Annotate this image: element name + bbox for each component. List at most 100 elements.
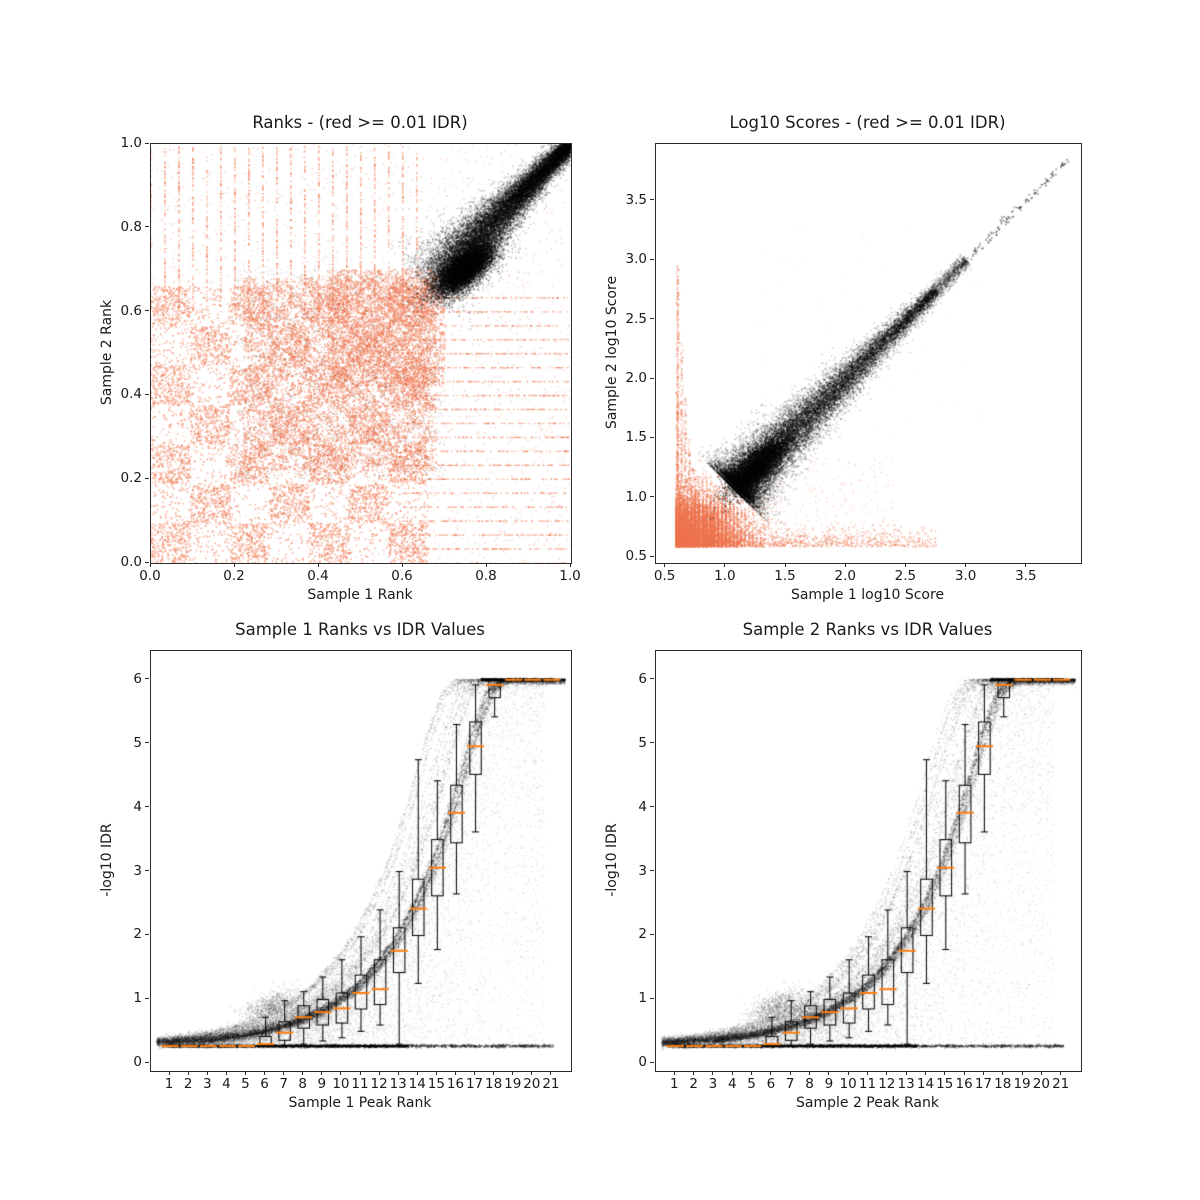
y-tick-mark (650, 678, 654, 680)
x-tick-label: 18 (994, 1076, 1012, 1092)
x-tick-label: 20 (523, 1076, 541, 1092)
x-tick-mark (751, 1071, 753, 1075)
y-tick-mark (650, 742, 654, 744)
x-tick-label: 0.2 (223, 568, 245, 584)
x-tick-mark (867, 1071, 868, 1075)
axes-frame-sample2-idr (655, 650, 1082, 1072)
y-axis-label-sample2-rank: Sample 2 Rank (99, 299, 115, 406)
x-tick-mark (1040, 1071, 1042, 1075)
x-tick-label: 21 (542, 1076, 560, 1092)
y-tick-label: 1.5 (625, 429, 647, 446)
y-tick-label: 4 (133, 798, 142, 815)
y-tick-label: 2.0 (625, 370, 647, 387)
y-tick-mark (650, 555, 654, 557)
x-tick-label: 1 (164, 1076, 174, 1092)
y-tick-label: 1.0 (625, 488, 647, 505)
x-tick-label: 6 (766, 1076, 776, 1092)
y-tick-mark (145, 393, 149, 395)
x-tick-label: 2 (689, 1076, 698, 1092)
y-tick-label: 0.8 (120, 218, 142, 235)
x-tick-label: 15 (427, 1076, 445, 1092)
x-tick-mark (233, 563, 235, 567)
x-tick-label: 1 (670, 1076, 679, 1092)
x-tick-label: 7 (785, 1076, 795, 1092)
x-tick-mark (731, 1071, 733, 1075)
y-tick-mark (145, 142, 149, 144)
x-tick-label: 1.0 (559, 568, 581, 584)
y-tick-mark (145, 806, 149, 808)
y-tick-label: 0.6 (120, 302, 142, 319)
x-tick-mark (401, 563, 403, 567)
x-tick-mark (693, 1071, 695, 1075)
x-tick-mark (264, 1071, 266, 1075)
x-tick-mark (724, 563, 726, 567)
y-tick-label: 3.0 (625, 251, 647, 268)
y-tick-mark (650, 496, 654, 498)
x-tick-label: 5 (241, 1076, 250, 1092)
x-tick-mark (982, 1071, 984, 1075)
x-tick-mark (924, 1071, 926, 1075)
x-tick-label: 13 (389, 1076, 407, 1092)
x-tick-label: 16 (955, 1076, 973, 1092)
y-tick-label: 5 (638, 734, 647, 751)
scatter-canvas-log10-scores (656, 144, 1081, 563)
x-tick-label: 7 (279, 1076, 288, 1092)
scatter-canvas-sample2-idr (656, 651, 1081, 1071)
x-tick-mark (1021, 1071, 1023, 1075)
plot-title-ranks: Ranks - (red >= 0.01 IDR) (252, 113, 468, 132)
x-tick-label: 12 (878, 1076, 896, 1092)
x-tick-mark (283, 1071, 285, 1075)
y-tick-mark (145, 561, 149, 563)
y-tick-label: 0.4 (120, 386, 142, 403)
y-tick-mark (145, 477, 149, 479)
x-tick-mark (789, 1071, 791, 1075)
x-tick-mark (149, 563, 151, 567)
x-tick-label: 3.0 (954, 568, 977, 584)
x-tick-mark (317, 563, 319, 567)
x-tick-mark (416, 1071, 418, 1075)
x-tick-mark (168, 1071, 170, 1075)
x-tick-mark (206, 1071, 208, 1075)
x-tick-mark (225, 1071, 227, 1075)
y-tick-mark (650, 377, 654, 379)
x-tick-label: 12 (370, 1076, 388, 1092)
y-tick-mark (145, 742, 149, 744)
x-tick-mark (1060, 1071, 1062, 1075)
y-tick-mark (145, 226, 149, 228)
plot-title-sample2-idr: Sample 2 Ranks vs IDR Values (742, 620, 993, 639)
x-tick-label: 1.5 (774, 568, 796, 584)
y-axis-label-neglog10-idr-right: -log10 IDR (604, 823, 620, 897)
x-tick-mark (550, 1071, 552, 1075)
x-tick-mark (493, 1071, 495, 1075)
y-tick-label: 1 (638, 990, 647, 1007)
x-tick-mark (378, 1071, 380, 1075)
y-tick-mark (650, 997, 654, 999)
x-axis-label-sample2-peak-rank: Sample 2 Peak Rank (796, 1095, 939, 1111)
x-tick-label: 0.8 (475, 568, 497, 584)
x-tick-label: 3 (708, 1076, 718, 1092)
x-tick-label: 17 (974, 1076, 992, 1092)
x-tick-label: 2.5 (894, 568, 917, 584)
x-tick-label: 8 (805, 1076, 814, 1092)
x-tick-label: 0.6 (391, 568, 413, 584)
x-tick-mark (965, 563, 967, 567)
x-axis-label-sample1-log10-score: Sample 1 log10 Score (790, 587, 945, 603)
x-tick-label: 0.4 (307, 568, 329, 584)
x-tick-mark (828, 1071, 830, 1075)
y-tick-label: 1.0 (120, 135, 142, 151)
y-tick-label: 2 (133, 926, 142, 943)
y-tick-label: 0.5 (625, 548, 647, 565)
x-tick-label: 3.5 (1015, 568, 1037, 584)
x-tick-mark (454, 1071, 456, 1075)
x-tick-label: 0.5 (653, 568, 676, 584)
x-tick-label: 2 (183, 1076, 193, 1092)
x-tick-label: 3 (202, 1076, 212, 1092)
x-tick-mark (905, 1071, 907, 1075)
x-tick-mark (321, 1071, 323, 1075)
y-tick-mark (145, 678, 149, 680)
y-tick-mark (145, 933, 149, 935)
x-tick-mark (809, 1071, 811, 1075)
x-tick-label: 16 (446, 1076, 465, 1092)
scatter-canvas-sample1-idr (151, 651, 571, 1071)
plot-title-log10-scores: Log10 Scores - (red >= 0.01 IDR) (729, 113, 1006, 132)
